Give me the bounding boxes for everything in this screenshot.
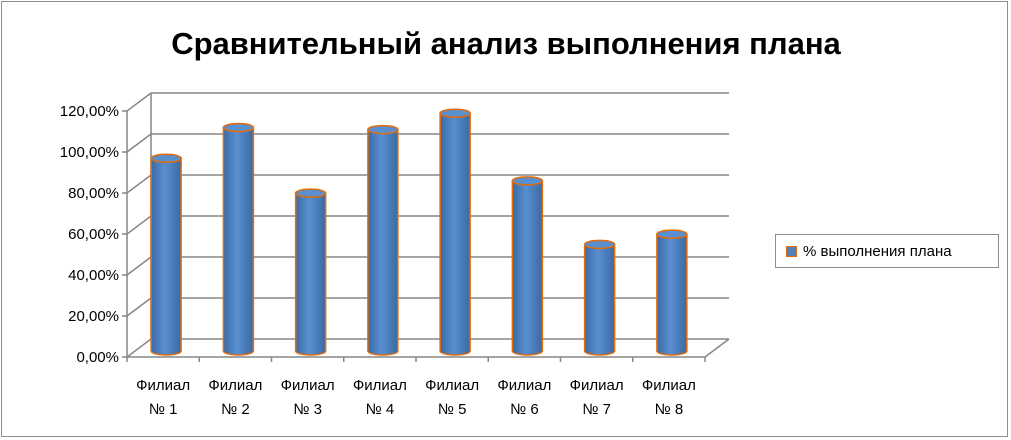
legend-label: % выполнения плана <box>803 242 952 260</box>
gridline <box>126 133 729 153</box>
bar <box>367 124 399 356</box>
gridline <box>126 297 729 317</box>
x-tick-label: Филиал № 7 <box>570 377 624 418</box>
floor-right-edge <box>704 338 730 358</box>
bars <box>150 108 688 356</box>
x-tick-label: Филиал № 1 <box>136 377 190 418</box>
gridlines <box>126 92 729 358</box>
x-tick-label: Филиал № 2 <box>208 377 262 418</box>
y-tick-label: 0,00% <box>76 349 119 366</box>
gridline <box>126 174 729 194</box>
y-tick-label: 60,00% <box>68 226 119 243</box>
bar <box>294 188 327 356</box>
y-tick-label: 100,00% <box>60 144 119 161</box>
legend-swatch <box>786 245 797 257</box>
x-axis-labels: Филиал № 1 Филиал № 2 Филиал № 3 Филиал № 4 Фили… <box>126 357 706 418</box>
bar <box>222 122 255 356</box>
y-tick-label: 120,00% <box>60 103 119 120</box>
y-tick-label: 20,00% <box>68 308 119 325</box>
bar <box>583 239 616 356</box>
bar <box>150 153 182 356</box>
chart-title: Сравнительный анализ выполнения плана <box>171 26 841 61</box>
y-tick-label: 80,00% <box>68 185 119 202</box>
y-tick-label: 40,00% <box>68 267 119 284</box>
x-tick-label: Филиал № 8 <box>642 377 696 418</box>
gridline <box>126 256 729 276</box>
x-tick-label: Филиал № 6 <box>497 377 551 418</box>
x-tick-label: Филиал № 3 <box>281 377 335 418</box>
y-axis: 0,00% 20,00% 40,00% 60,00% 80,00% 100,00% 120,… <box>60 103 730 366</box>
gridline <box>126 92 729 112</box>
bar <box>439 108 471 356</box>
bar <box>511 176 544 356</box>
legend: % выполнения плана <box>775 234 999 268</box>
gridline <box>126 215 729 235</box>
gridline <box>126 338 729 358</box>
bar <box>656 229 688 356</box>
x-tick-label: Филиал № 5 <box>425 377 479 418</box>
x-tick-label: Филиал № 4 <box>353 377 407 418</box>
